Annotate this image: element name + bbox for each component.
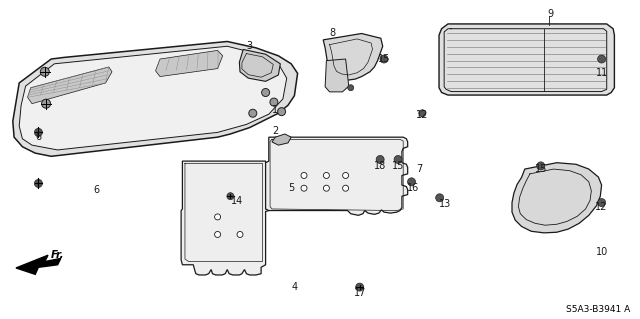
Circle shape xyxy=(249,109,257,117)
Text: 15: 15 xyxy=(534,164,547,174)
Circle shape xyxy=(270,98,278,106)
Polygon shape xyxy=(266,137,408,215)
Text: 1: 1 xyxy=(272,105,278,115)
Circle shape xyxy=(394,155,402,164)
Circle shape xyxy=(42,99,51,108)
Text: Fr.: Fr. xyxy=(51,250,65,260)
Text: 11: 11 xyxy=(595,68,608,78)
Circle shape xyxy=(35,179,42,188)
Circle shape xyxy=(537,162,545,170)
Polygon shape xyxy=(181,161,269,275)
Polygon shape xyxy=(156,50,223,77)
Circle shape xyxy=(301,185,307,191)
Circle shape xyxy=(301,173,307,178)
Circle shape xyxy=(436,194,444,202)
Circle shape xyxy=(323,185,330,191)
Circle shape xyxy=(356,283,364,291)
Polygon shape xyxy=(439,24,614,95)
Text: 6: 6 xyxy=(93,185,99,195)
Circle shape xyxy=(227,193,234,200)
Circle shape xyxy=(214,214,221,220)
Text: S5A3-B3941 A: S5A3-B3941 A xyxy=(566,305,630,314)
Text: 12: 12 xyxy=(416,110,429,120)
Text: 13: 13 xyxy=(438,199,451,209)
Circle shape xyxy=(40,67,49,76)
Text: 3: 3 xyxy=(246,41,253,51)
Text: 2: 2 xyxy=(272,126,278,136)
Text: 4: 4 xyxy=(291,282,298,292)
Polygon shape xyxy=(13,41,298,156)
Circle shape xyxy=(262,88,269,97)
Polygon shape xyxy=(512,163,602,233)
Text: 7: 7 xyxy=(416,164,422,174)
Text: 8: 8 xyxy=(330,28,336,39)
Circle shape xyxy=(278,108,285,116)
Circle shape xyxy=(419,110,426,117)
Circle shape xyxy=(323,173,330,178)
Text: 14: 14 xyxy=(230,196,243,206)
Polygon shape xyxy=(28,67,112,104)
Text: 17: 17 xyxy=(353,288,366,298)
Circle shape xyxy=(348,85,354,91)
Circle shape xyxy=(214,232,221,237)
Polygon shape xyxy=(16,255,61,274)
Text: 18: 18 xyxy=(374,161,387,171)
Text: 6: 6 xyxy=(35,132,42,142)
Polygon shape xyxy=(272,134,291,145)
Circle shape xyxy=(35,128,42,137)
Circle shape xyxy=(376,155,384,164)
Polygon shape xyxy=(239,49,280,81)
Text: 10: 10 xyxy=(595,247,608,257)
Polygon shape xyxy=(325,59,349,92)
Text: 16: 16 xyxy=(406,183,419,193)
Polygon shape xyxy=(19,46,287,150)
Circle shape xyxy=(598,55,605,63)
Circle shape xyxy=(237,232,243,237)
Circle shape xyxy=(598,198,605,207)
Circle shape xyxy=(342,173,349,178)
Text: 5: 5 xyxy=(288,183,294,193)
Text: 15: 15 xyxy=(392,161,404,171)
Circle shape xyxy=(408,178,415,186)
Text: 9: 9 xyxy=(547,9,554,19)
Circle shape xyxy=(380,55,388,63)
Text: 15: 15 xyxy=(378,54,390,64)
Text: 12: 12 xyxy=(595,202,608,212)
Circle shape xyxy=(255,58,263,66)
Circle shape xyxy=(342,185,349,191)
Polygon shape xyxy=(323,33,383,80)
